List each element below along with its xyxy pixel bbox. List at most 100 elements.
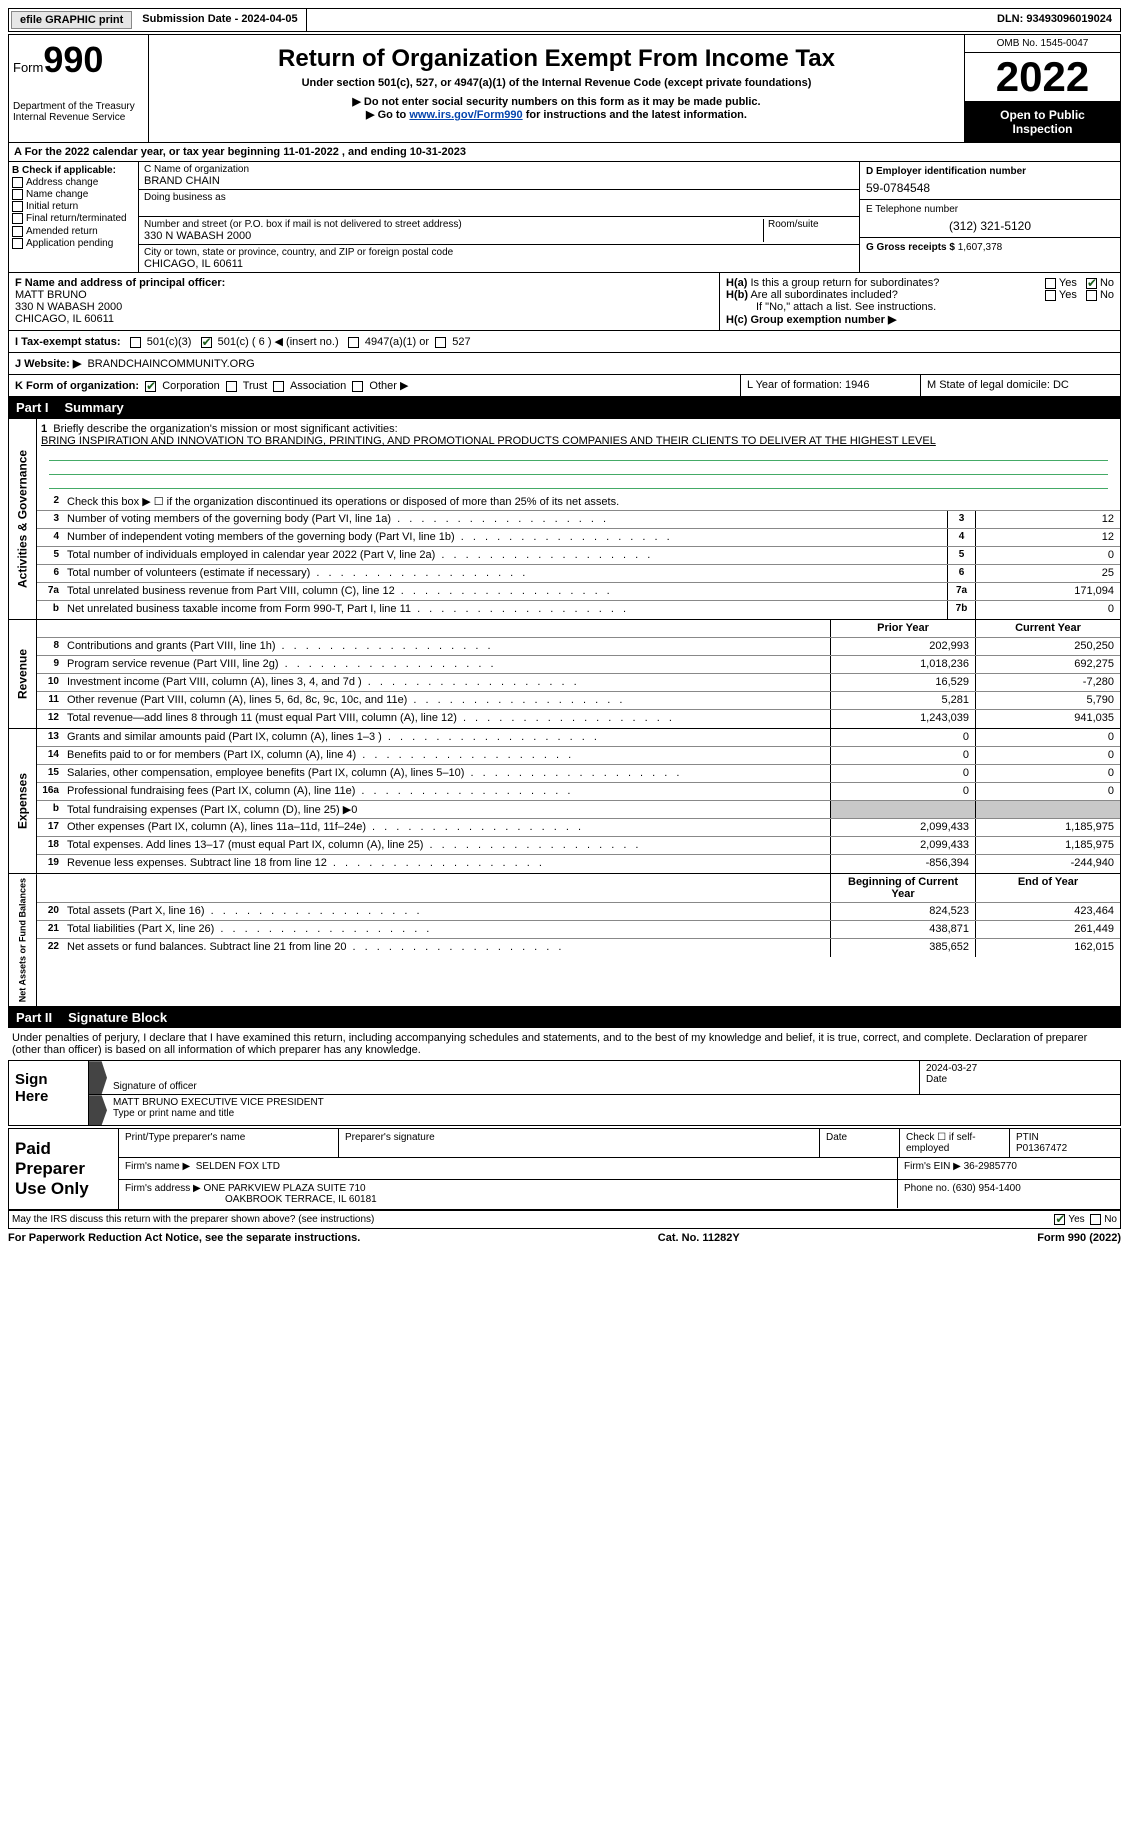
line21-text: Total liabilities (Part X, line 26) [63,921,830,938]
form-number: 990 [43,39,103,80]
sig-date-label: Date [926,1074,1114,1085]
chk-amended-return[interactable]: Amended return [12,226,135,237]
summary-expenses: Expenses 13 Grants and similar amounts p… [8,729,1121,874]
form-note-ssn: ▶ Do not enter social security numbers o… [155,95,958,108]
prep-date-hdr: Date [820,1129,900,1157]
part2-header: Part II Signature Block [8,1007,1121,1028]
omb-number: OMB No. 1545-0047 [965,35,1120,53]
line22-curr: 162,015 [975,939,1120,957]
line12-prior: 1,243,039 [830,710,975,728]
box-m: M State of legal domicile: DC [920,375,1120,396]
line21-prior: 438,871 [830,921,975,938]
firm-name: SELDEN FOX LTD [196,1161,280,1172]
line11-text: Other revenue (Part VIII, column (A), li… [63,692,830,709]
sig-arrow-icon [89,1061,107,1094]
officer-label: F Name and address of principal officer: [15,277,713,289]
ha-yes[interactable] [1045,278,1056,289]
lineb-text: Net unrelated business taxable income fr… [63,601,947,619]
header-right: OMB No. 1545-0047 2022 Open to Public In… [965,35,1120,142]
line15-text: Salaries, other compensation, employee b… [63,765,830,782]
prep-selfemp: Check ☐ if self-employed [900,1129,1010,1157]
page-footer: For Paperwork Reduction Act Notice, see … [8,1229,1121,1247]
box-c: C Name of organization BRAND CHAIN Doing… [139,162,860,272]
officer-print-name: MATT BRUNO EXECUTIVE VICE PRESIDENT [113,1097,1114,1108]
chk-application-pending[interactable]: Application pending [12,238,135,249]
box-l: L Year of formation: 1946 [740,375,920,396]
line9-prior: 1,018,236 [830,656,975,673]
chk-trust[interactable] [226,381,237,392]
line5-box: 5 [947,547,975,564]
officer-name: MATT BRUNO [15,289,713,301]
boxes-bcdeg: B Check if applicable: Address change Na… [8,162,1121,273]
summary-netassets: Net Assets or Fund Balances Beginning of… [8,874,1121,1007]
line17-text: Other expenses (Part IX, column (A), lin… [63,819,830,836]
line16a-prior: 0 [830,783,975,800]
chk-501c3[interactable] [130,337,141,348]
street-address: 330 N WABASH 2000 [144,230,759,242]
open-to-public: Open to Public Inspection [965,102,1120,142]
line5-value: 0 [975,547,1120,564]
officer-addr2: CHICAGO, IL 60611 [15,313,713,325]
line11-prior: 5,281 [830,692,975,709]
line15-curr: 0 [975,765,1120,782]
dept-treasury: Department of the Treasury [13,101,144,112]
line22-text: Net assets or fund balances. Subtract li… [63,939,830,957]
line16a-curr: 0 [975,783,1120,800]
line17-prior: 2,099,433 [830,819,975,836]
line4-text: Number of independent voting members of … [63,529,947,546]
line18-text: Total expenses. Add lines 13–17 (must eq… [63,837,830,854]
line8-prior: 202,993 [830,638,975,655]
box-b-label: B Check if applicable: [12,165,135,176]
box-f: F Name and address of principal officer:… [9,273,720,330]
ha-no[interactable] [1086,278,1097,289]
form-note-url: ▶ Go to www.irs.gov/Form990 for instruct… [155,108,958,121]
chk-final-return[interactable]: Final return/terminated [12,213,135,224]
line7a-box: 7a [947,583,975,600]
lineb-value: 0 [975,601,1120,619]
firm-addr2: OAKBROOK TERRACE, IL 60181 [225,1194,377,1205]
officer-addr1: 330 N WABASH 2000 [15,301,713,313]
discuss-yes[interactable] [1054,1214,1065,1225]
line14-prior: 0 [830,747,975,764]
efile-print-button[interactable]: efile GRAPHIC print [11,11,132,29]
hc-label: H(c) Group exemption number ▶ [726,314,896,326]
line2-text: Check this box ▶ ☐ if the organization d… [63,493,1120,510]
chk-association[interactable] [273,381,284,392]
line20-prior: 824,523 [830,903,975,920]
summary-revenue: Revenue Prior Year Current Year 8 Contri… [8,620,1121,729]
chk-4947[interactable] [348,337,359,348]
line19-prior: -856,394 [830,855,975,873]
vert-netassets: Net Assets or Fund Balances [9,874,37,1006]
ptin-label: PTIN [1016,1132,1114,1143]
irs-label: Internal Revenue Service [13,112,144,123]
top-bar: efile GRAPHIC print Submission Date - 20… [8,8,1121,32]
line20-curr: 423,464 [975,903,1120,920]
line14-curr: 0 [975,747,1120,764]
hb-no[interactable] [1086,290,1097,301]
chk-corporation[interactable] [145,381,156,392]
boxes-fh: F Name and address of principal officer:… [8,273,1121,331]
firm-ein: 36-2985770 [964,1161,1017,1172]
lineb-prior [830,801,975,818]
lineb-box: 7b [947,601,975,619]
chk-501c[interactable] [201,337,212,348]
line13-prior: 0 [830,729,975,746]
chk-address-change[interactable]: Address change [12,177,135,188]
website-value: BRANDCHAINCOMMUNITY.ORG [87,358,254,370]
chk-527[interactable] [435,337,446,348]
chk-name-change[interactable]: Name change [12,189,135,200]
line6-box: 6 [947,565,975,582]
summary-governance: Activities & Governance 1 Briefly descri… [8,418,1121,620]
header-center: Return of Organization Exempt From Incom… [149,35,965,142]
hb-note: If "No," attach a list. See instructions… [726,301,1114,313]
irs-form990-link[interactable]: www.irs.gov/Form990 [409,109,522,121]
firm-addr1: ONE PARKVIEW PLAZA SUITE 710 [204,1183,366,1194]
hb-yes[interactable] [1045,290,1056,301]
part2-num: Part II [16,1010,52,1025]
line7a-text: Total unrelated business revenue from Pa… [63,583,947,600]
line20-text: Total assets (Part X, line 16) [63,903,830,920]
discuss-no[interactable] [1090,1214,1101,1225]
tax-year: 2022 [965,53,1120,102]
chk-other[interactable] [352,381,363,392]
chk-initial-return[interactable]: Initial return [12,201,135,212]
